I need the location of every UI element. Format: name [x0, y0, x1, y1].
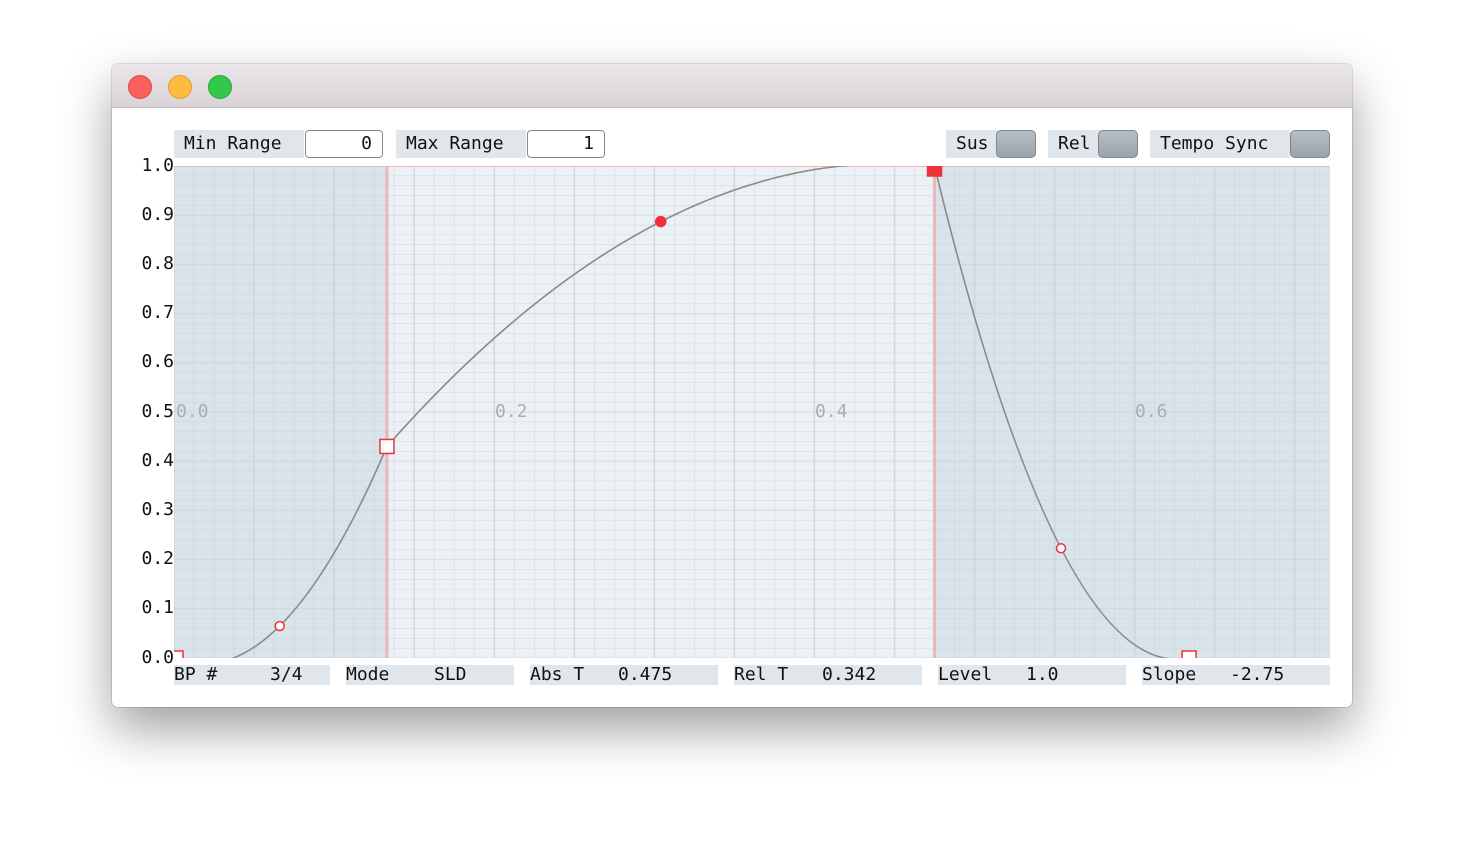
y-tick-label: 0.0 — [141, 647, 174, 668]
envelope-editor-window: Min Range 0 Max Range 1 Sus Rel Tempo Sy… — [112, 64, 1352, 707]
max-range-input[interactable]: 1 — [527, 130, 605, 158]
abs-t-label: Abs T — [530, 664, 585, 685]
slope-label: Slope — [1142, 664, 1197, 685]
y-tick-label: 0.2 — [141, 548, 174, 569]
x-tick-label: 0.0 — [176, 401, 209, 422]
y-tick-label: 0.8 — [141, 253, 174, 274]
rel-toggle[interactable] — [1098, 130, 1138, 158]
rel-t-field: Rel T 0.342 — [734, 665, 922, 685]
y-tick-label: 0.3 — [141, 499, 174, 520]
rel-t-value[interactable]: 0.342 — [822, 664, 877, 685]
tempo-sync-toggle[interactable] — [1290, 130, 1330, 158]
max-range-label: Max Range — [396, 130, 526, 158]
zoom-window-button[interactable] — [208, 75, 232, 99]
y-tick-label: 1.0 — [141, 155, 174, 176]
breakpoint-handle[interactable] — [1181, 650, 1197, 658]
mode-value[interactable]: SLD — [434, 664, 467, 685]
x-tick-label: 0.4 — [815, 401, 848, 422]
minimize-window-button[interactable] — [168, 75, 192, 99]
y-tick-label: 0.5 — [141, 401, 174, 422]
curve-handle[interactable] — [654, 215, 667, 228]
min-range-input[interactable]: 0 — [305, 130, 383, 158]
title-bar — [112, 64, 1352, 108]
rel-label: Rel — [1048, 130, 1100, 158]
y-tick-label: 0.9 — [141, 204, 174, 225]
level-value[interactable]: 1.0 — [1026, 664, 1059, 685]
sus-label: Sus — [946, 130, 998, 158]
slope-field: Slope -2.75 — [1142, 665, 1330, 685]
mode-field: Mode SLD — [346, 665, 514, 685]
breakpoint-handle[interactable] — [926, 166, 943, 177]
curve-handle[interactable] — [274, 620, 285, 632]
breakpoint-handle[interactable] — [379, 438, 395, 455]
y-tick-label: 0.7 — [141, 302, 174, 323]
rel-t-label: Rel T — [734, 664, 789, 685]
breakpoint-handle[interactable] — [174, 650, 184, 658]
x-tick-label: 0.2 — [495, 401, 528, 422]
close-window-button[interactable] — [128, 75, 152, 99]
slope-value[interactable]: -2.75 — [1230, 664, 1285, 685]
y-tick-label: 0.6 — [141, 351, 174, 372]
abs-t-value[interactable]: 0.475 — [618, 664, 673, 685]
tempo-sync-label: Tempo Sync — [1150, 130, 1290, 158]
curve-handle[interactable] — [1055, 543, 1067, 554]
level-field: Level 1.0 — [938, 665, 1126, 685]
y-tick-label: 0.4 — [141, 450, 174, 471]
bp-label: BP # — [174, 664, 218, 685]
level-label: Level — [938, 664, 993, 685]
mode-label: Mode — [346, 664, 390, 685]
x-tick-label: 0.6 — [1135, 401, 1168, 422]
sus-toggle[interactable] — [996, 130, 1036, 158]
min-range-label: Min Range — [174, 130, 304, 158]
envelope-curve[interactable] — [174, 166, 1190, 658]
envelope-plot[interactable]: 0.0 0.2 0.4 0.6 — [174, 166, 1330, 658]
breakpoint-number-field: BP # 3/4 — [174, 665, 330, 685]
abs-t-field: Abs T 0.475 — [530, 665, 718, 685]
bp-value: 3/4 — [270, 664, 303, 685]
y-tick-label: 0.1 — [141, 597, 174, 618]
